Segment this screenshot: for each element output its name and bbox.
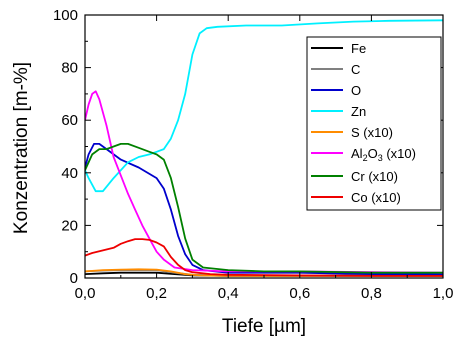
legend-al-sub3: 3 xyxy=(378,153,383,163)
x-tick-label: 0,0 xyxy=(75,285,96,302)
y-tick-label: 0 xyxy=(70,270,78,287)
x-tick-label: 1,0 xyxy=(433,285,454,302)
series-line-co-x10 xyxy=(85,238,443,277)
legend-al-sub2: 2 xyxy=(363,153,368,163)
y-tick-label: 80 xyxy=(61,60,78,77)
legend-item-zn: Zn xyxy=(311,104,366,119)
legend-item-fe: Fe xyxy=(311,41,366,56)
y-tick-label: 100 xyxy=(53,7,78,24)
legend-label-s: S (x10) xyxy=(351,125,393,140)
legend: Fe C O Zn S (x10) Al2O3 (x10) Cr (x10) xyxy=(306,36,442,211)
y-tick-label: 40 xyxy=(61,165,78,182)
legend-al-base: Al xyxy=(351,146,363,161)
series-line-o xyxy=(85,143,443,275)
legend-label-c: C xyxy=(351,62,360,77)
legend-label-cr: Cr (x10) xyxy=(351,169,398,184)
series-line-cr-x10 xyxy=(85,143,443,274)
legend-label-o: O xyxy=(351,83,361,98)
legend-item-s: S (x10) xyxy=(311,125,393,140)
legend-item-al2o3: Al2O3 (x10) xyxy=(311,146,416,163)
series-group xyxy=(85,19,443,277)
series-line-zn xyxy=(85,19,443,193)
x-tick-label: 0,8 xyxy=(361,285,382,302)
x-tick-label: 0,2 xyxy=(146,285,167,302)
legend-item-co: Co (x10) xyxy=(311,190,401,205)
axes-layer: 0,0 0,2 0,4 0,6 0,8 1,0 0 20 40 60 80 100 xyxy=(53,7,453,302)
legend-item-c: C xyxy=(311,62,360,77)
x-tick-label: 0,6 xyxy=(289,285,310,302)
legend-item-o: O xyxy=(311,83,361,98)
legend-label-zn: Zn xyxy=(351,104,366,119)
series-layer xyxy=(85,19,443,277)
y-tick-label: 60 xyxy=(61,112,78,129)
legend-label-fe: Fe xyxy=(351,41,366,56)
legend-label-co: Co (x10) xyxy=(351,190,401,205)
y-axis-title: Konzentration [m-%] xyxy=(11,62,32,234)
x-axis-title: Tiefe [µm] xyxy=(222,316,306,337)
y-tick-label: 20 xyxy=(61,217,78,234)
legend-al-mid: O xyxy=(368,146,378,161)
legend-al-tail: (x10) xyxy=(383,146,416,161)
legend-item-cr: Cr (x10) xyxy=(311,169,398,184)
legend-box xyxy=(306,36,442,211)
x-tick-label: 0,4 xyxy=(218,285,239,302)
legend-label-al2o3: Al2O3 (x10) xyxy=(351,146,416,163)
